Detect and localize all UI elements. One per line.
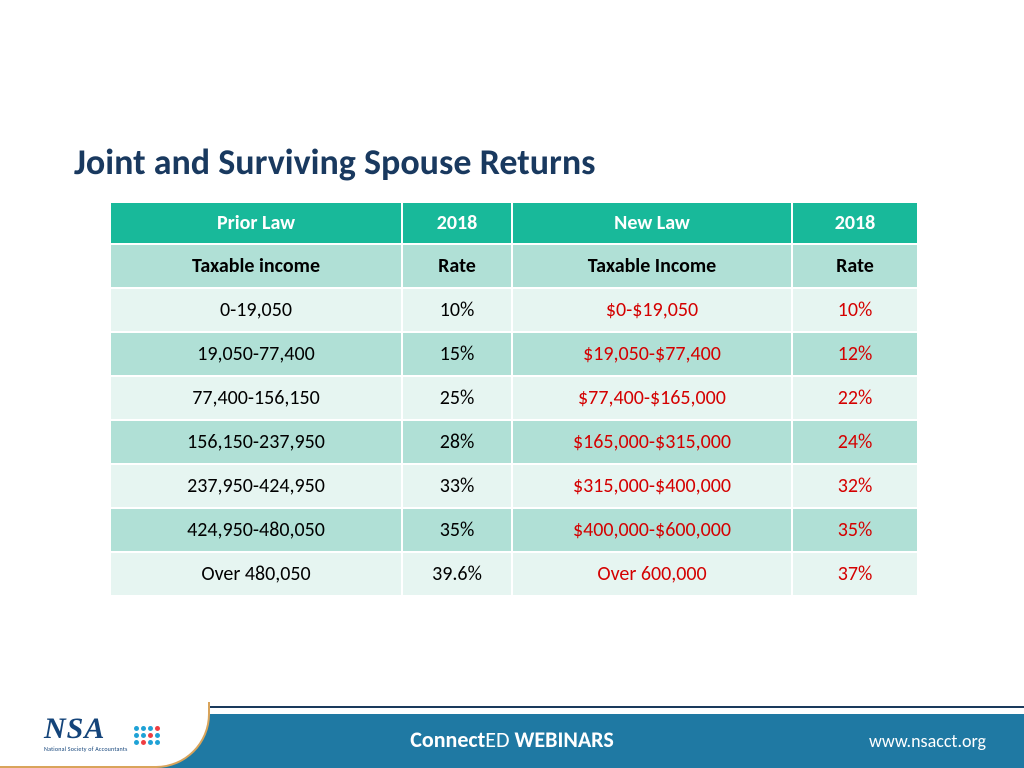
table-row: 0-19,05010%$0-$19,05010% (110, 288, 918, 332)
cell-new-rate: 12% (792, 332, 918, 376)
cell-new-income: $165,000-$315,000 (512, 420, 792, 464)
cell-new-rate: 35% (792, 508, 918, 552)
table-row: 156,150-237,95028%$165,000-$315,00024% (110, 420, 918, 464)
cell-prior-income: 77,400-156,150 (110, 376, 402, 420)
cell-prior-rate: 33% (402, 464, 512, 508)
cell-new-income: Over 600,000 (512, 552, 792, 596)
cell-prior-income: 237,950-424,950 (110, 464, 402, 508)
cell-new-income: $0-$19,050 (512, 288, 792, 332)
tax-brackets-table: Prior Law 2018 New Law 2018 Taxable inco… (108, 200, 916, 598)
cell-prior-rate: 28% (402, 420, 512, 464)
table-header-row-2: Taxable income Rate Taxable Income Rate (110, 244, 918, 288)
table-row: 77,400-156,15025%$77,400-$165,00022% (110, 376, 918, 420)
table-header-row-1: Prior Law 2018 New Law 2018 (110, 202, 918, 244)
col-sub-prior-rate: Rate (402, 244, 512, 288)
cell-new-rate: 32% (792, 464, 918, 508)
cell-prior-income: 19,050-77,400 (110, 332, 402, 376)
col-sub-prior-income: Taxable income (110, 244, 402, 288)
cell-new-rate: 22% (792, 376, 918, 420)
table: Prior Law 2018 New Law 2018 Taxable inco… (109, 201, 919, 597)
cell-new-income: $77,400-$165,000 (512, 376, 792, 420)
col-header-prior-law: Prior Law (110, 202, 402, 244)
table-row: 237,950-424,95033%$315,000-$400,00032% (110, 464, 918, 508)
cell-new-income: $19,050-$77,400 (512, 332, 792, 376)
footer: NSA National Society of Accountants Conn… (0, 706, 1024, 768)
cell-new-rate: 10% (792, 288, 918, 332)
col-header-prior-year: 2018 (402, 202, 512, 244)
page-title: Joint and Surviving Spouse Returns (74, 140, 596, 184)
slide: Joint and Surviving Spouse Returns Prior… (0, 0, 1024, 768)
table-row: 19,050-77,40015%$19,050-$77,40012% (110, 332, 918, 376)
col-sub-new-rate: Rate (792, 244, 918, 288)
footer-center-tail: WEBINARS (510, 726, 614, 753)
col-sub-new-income: Taxable Income (512, 244, 792, 288)
cell-prior-rate: 10% (402, 288, 512, 332)
cell-prior-rate: 25% (402, 376, 512, 420)
cell-prior-rate: 15% (402, 332, 512, 376)
cell-prior-rate: 39.6% (402, 552, 512, 596)
table-row: Over 480,05039.6%Over 600,00037% (110, 552, 918, 596)
cell-new-income: $400,000-$600,000 (512, 508, 792, 552)
cell-prior-income: 424,950-480,050 (110, 508, 402, 552)
col-header-new-year: 2018 (792, 202, 918, 244)
cell-prior-income: Over 480,050 (110, 552, 402, 596)
footer-center-ed: ED (485, 726, 509, 753)
cell-prior-income: 0-19,050 (110, 288, 402, 332)
cell-new-rate: 24% (792, 420, 918, 464)
cell-new-rate: 37% (792, 552, 918, 596)
cell-new-income: $315,000-$400,000 (512, 464, 792, 508)
table-row: 424,950-480,05035%$400,000-$600,00035% (110, 508, 918, 552)
cell-prior-income: 156,150-237,950 (110, 420, 402, 464)
footer-center-strong: Connect (410, 726, 485, 753)
col-header-new-law: New Law (512, 202, 792, 244)
footer-url: www.nsacct.org (869, 730, 986, 752)
cell-prior-rate: 35% (402, 508, 512, 552)
